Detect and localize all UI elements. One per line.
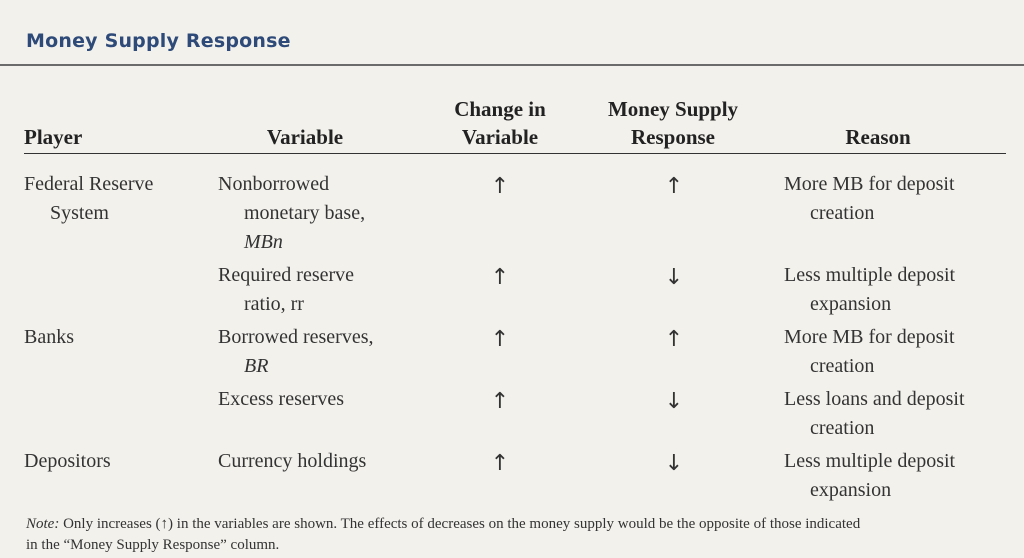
variable-cell: Excess reserves — [218, 385, 344, 414]
change-arrow-icon: ↑ — [490, 389, 510, 414]
response-arrow-icon: ↑ — [664, 327, 684, 352]
response-arrow-icon: ↑ — [664, 174, 684, 199]
response-arrow-icon: ↓ — [664, 389, 684, 414]
title-rule — [0, 64, 1024, 66]
change-arrow-icon: ↑ — [490, 174, 510, 199]
variable-cell: Borrowed reserves, BR — [218, 323, 374, 381]
reason-line2: creation — [810, 202, 875, 224]
player-cell: Federal Reserve System — [24, 170, 153, 228]
player-line1: Depositors — [24, 450, 111, 472]
change-arrow-icon: ↑ — [490, 327, 510, 352]
change-arrow-icon: ↑ — [490, 265, 510, 290]
reason-line2: creation — [810, 355, 875, 377]
variable-line2: BR — [244, 355, 269, 377]
change-arrow-icon: ↑ — [490, 451, 510, 476]
page-title: Money Supply Response — [26, 30, 291, 52]
player-line2: System — [50, 202, 109, 224]
variable-line1: Required reserve — [218, 264, 355, 286]
response-arrow-icon: ↓ — [664, 451, 684, 476]
header-reason-label: Reason — [845, 125, 911, 149]
note-line1: Only increases (↑) in the variables are … — [63, 516, 861, 532]
variable-cell: Currency holdings — [218, 447, 366, 476]
player-line1: Federal Reserve — [24, 173, 154, 195]
header-variable-label: Variable — [266, 125, 344, 149]
header-response-line1: Money Supply — [607, 97, 739, 121]
variable-line1: Excess reserves — [218, 388, 345, 410]
variable-cell: Nonborrowed monetary base, MBn — [218, 170, 365, 257]
player-cell: Depositors — [24, 447, 111, 476]
reason-line2: creation — [810, 417, 875, 439]
variable-line2: monetary base, — [244, 202, 366, 224]
reason-line2: expansion — [810, 293, 892, 315]
reason-cell: More MB for deposit creation — [784, 323, 955, 381]
title-bar: Money Supply Response — [0, 0, 1024, 66]
header-response-line2: Response — [630, 125, 715, 149]
header-change-line2: Variable — [461, 125, 539, 149]
variable-cell: Required reserve ratio, rr — [218, 261, 354, 319]
response-arrow-icon: ↓ — [664, 265, 684, 290]
header-player-label: Player — [24, 125, 83, 149]
reason-line2: expansion — [810, 479, 892, 501]
header-variable: Variable — [255, 123, 355, 151]
header-rule — [24, 153, 1006, 154]
variable-line2: ratio, rr — [244, 293, 304, 315]
variable-line3: MBn — [244, 231, 283, 253]
variable-line1: Currency holdings — [218, 450, 367, 472]
note-label: Note: — [26, 516, 60, 532]
header-change: Change in Variable — [430, 95, 570, 151]
header-player: Player — [24, 123, 82, 151]
reason-line1: Less loans and deposit — [784, 388, 965, 410]
header-reason: Reason — [818, 123, 938, 151]
player-line1: Banks — [24, 326, 74, 348]
reason-cell: More MB for deposit creation — [784, 170, 955, 228]
player-cell: Banks — [24, 323, 74, 352]
variable-line1: Borrowed reserves, — [218, 326, 374, 348]
reason-cell: Less multiple deposit expansion — [784, 261, 955, 319]
note-line2: in the “Money Supply Response” column. — [26, 537, 280, 553]
reason-cell: Less loans and deposit creation — [784, 385, 965, 443]
reason-line1: Less multiple deposit — [784, 450, 956, 472]
reason-cell: Less multiple deposit expansion — [784, 447, 955, 505]
reason-line1: Less multiple deposit — [784, 264, 956, 286]
reason-line1: More MB for deposit — [784, 326, 955, 348]
reason-line1: More MB for deposit — [784, 173, 955, 195]
header-change-line1: Change in — [454, 97, 546, 121]
table-note: Note: Only increases (↑) in the variable… — [26, 514, 1006, 556]
header-response: Money Supply Response — [588, 95, 758, 151]
variable-line1: Nonborrowed — [218, 173, 330, 195]
